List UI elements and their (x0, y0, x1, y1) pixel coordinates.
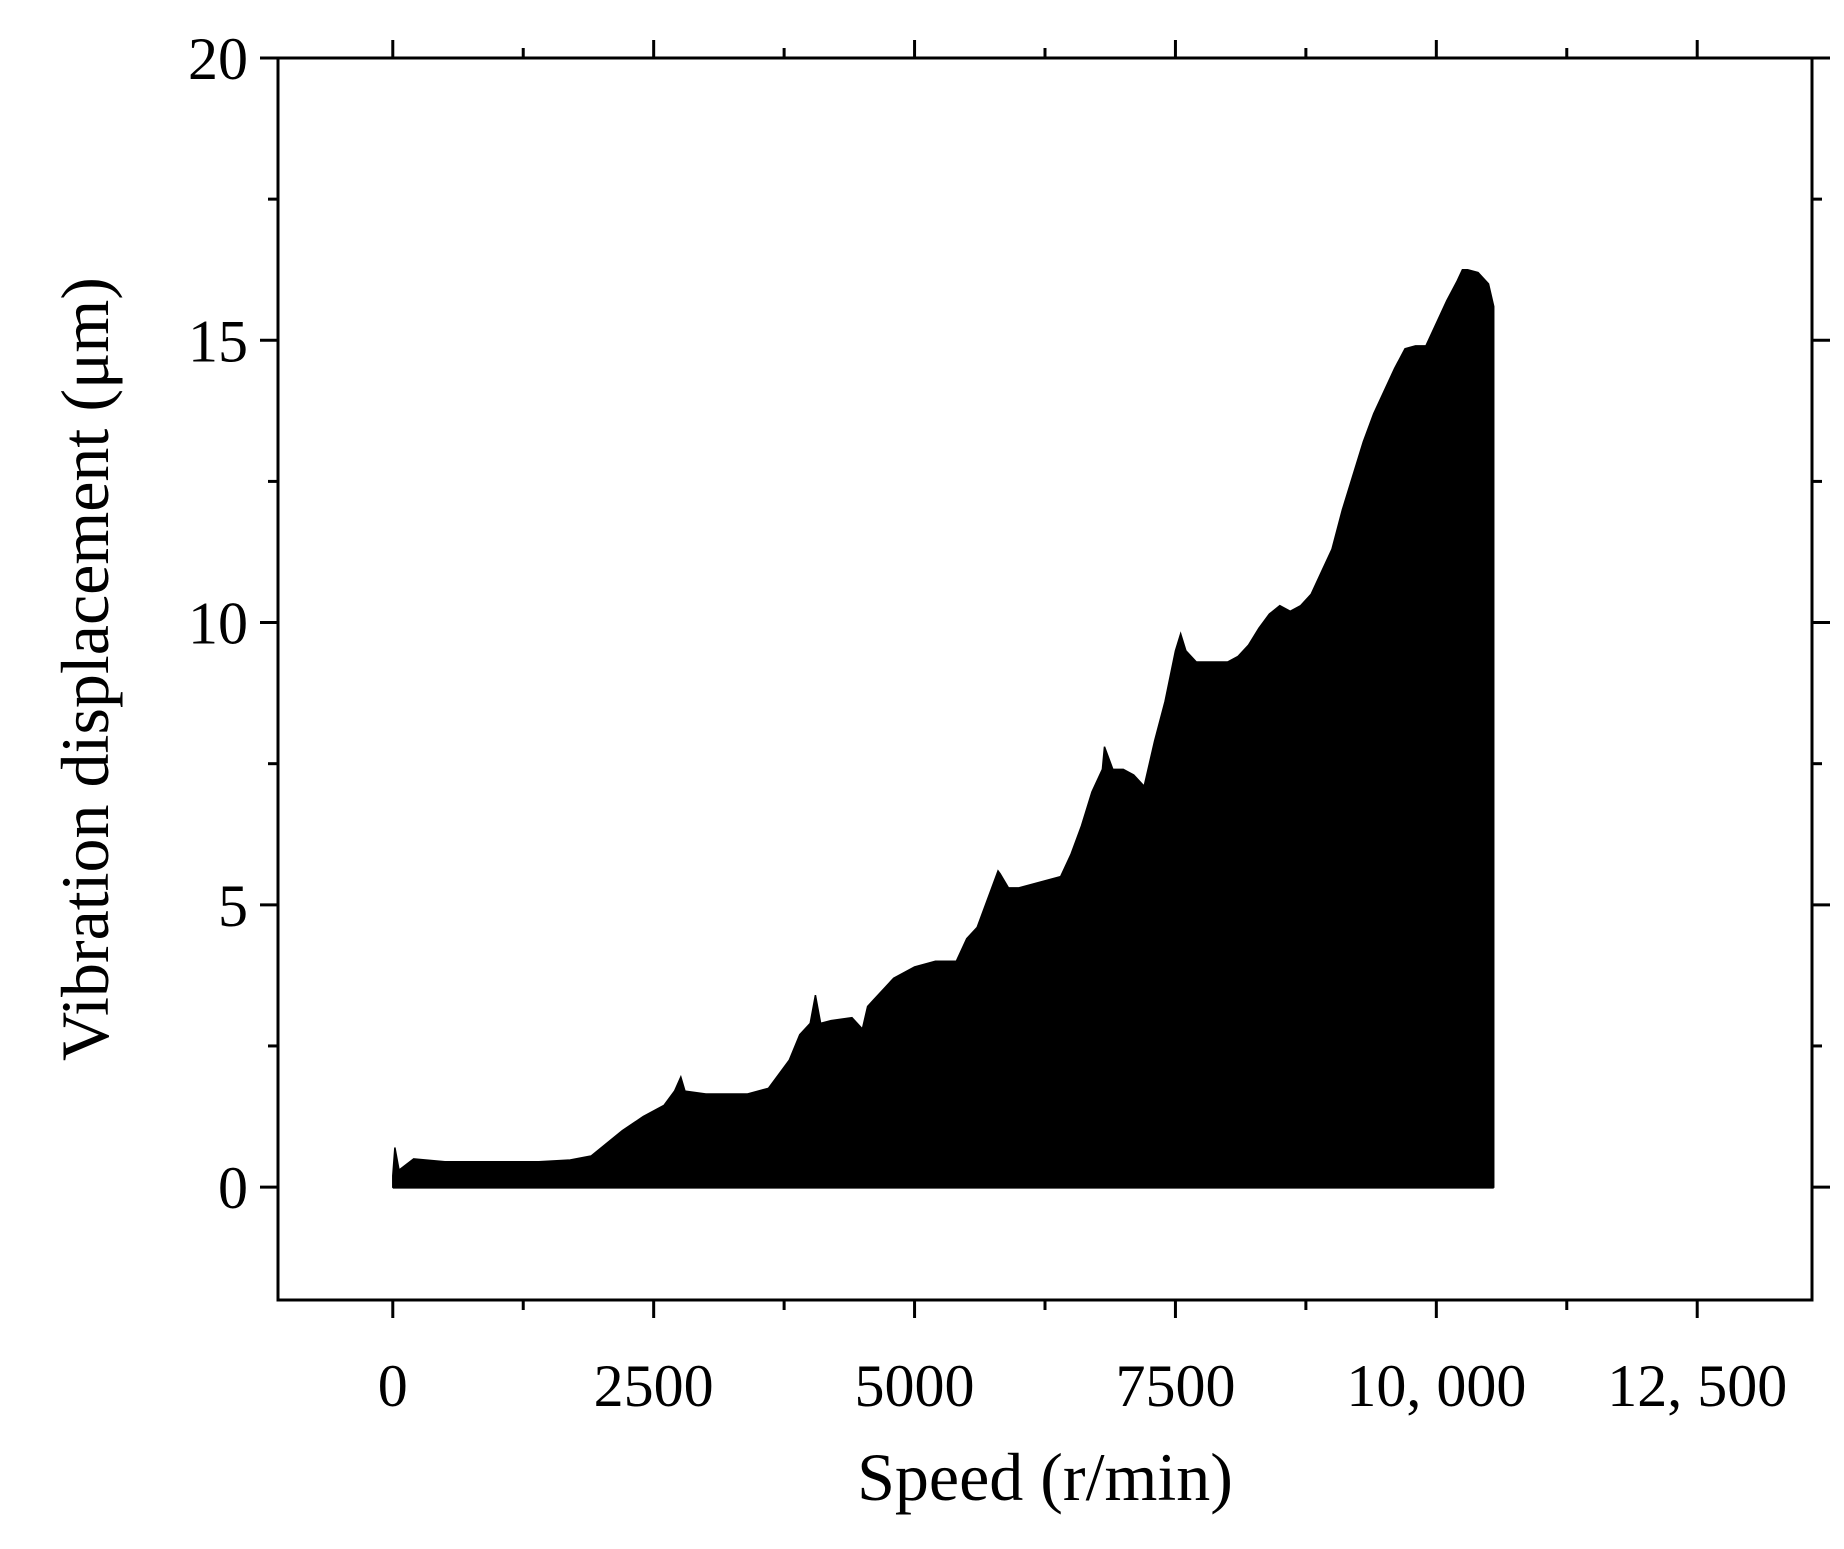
axis-ticks (260, 40, 1830, 1318)
y-tick-label: 10 (188, 591, 248, 657)
vibration-envelope-series-0 (392, 268, 1495, 1188)
x-tick-label: 5000 (855, 1353, 975, 1419)
x-tick-label: 12, 500 (1607, 1353, 1787, 1419)
y-axis-title: Vibration displacement (μm) (47, 277, 123, 1061)
y-tick-label: 5 (218, 873, 248, 939)
tick-labels: 0 2500 5000 7500 10, 000 12, 500 0 5 10 15 20 (188, 26, 1787, 1419)
x-tick-label: 0 (378, 1353, 408, 1419)
x-axis-title: Speed (r/min) (857, 1439, 1233, 1515)
plot-area (392, 268, 1495, 1189)
x-tick-label: 7500 (1115, 1353, 1235, 1419)
y-tick-label: 20 (188, 26, 248, 92)
x-tick-label: 10, 000 (1346, 1353, 1526, 1419)
y-tick-label: 0 (218, 1155, 248, 1221)
x-tick-label: 2500 (594, 1353, 714, 1419)
y-tick-label: 15 (188, 308, 248, 374)
